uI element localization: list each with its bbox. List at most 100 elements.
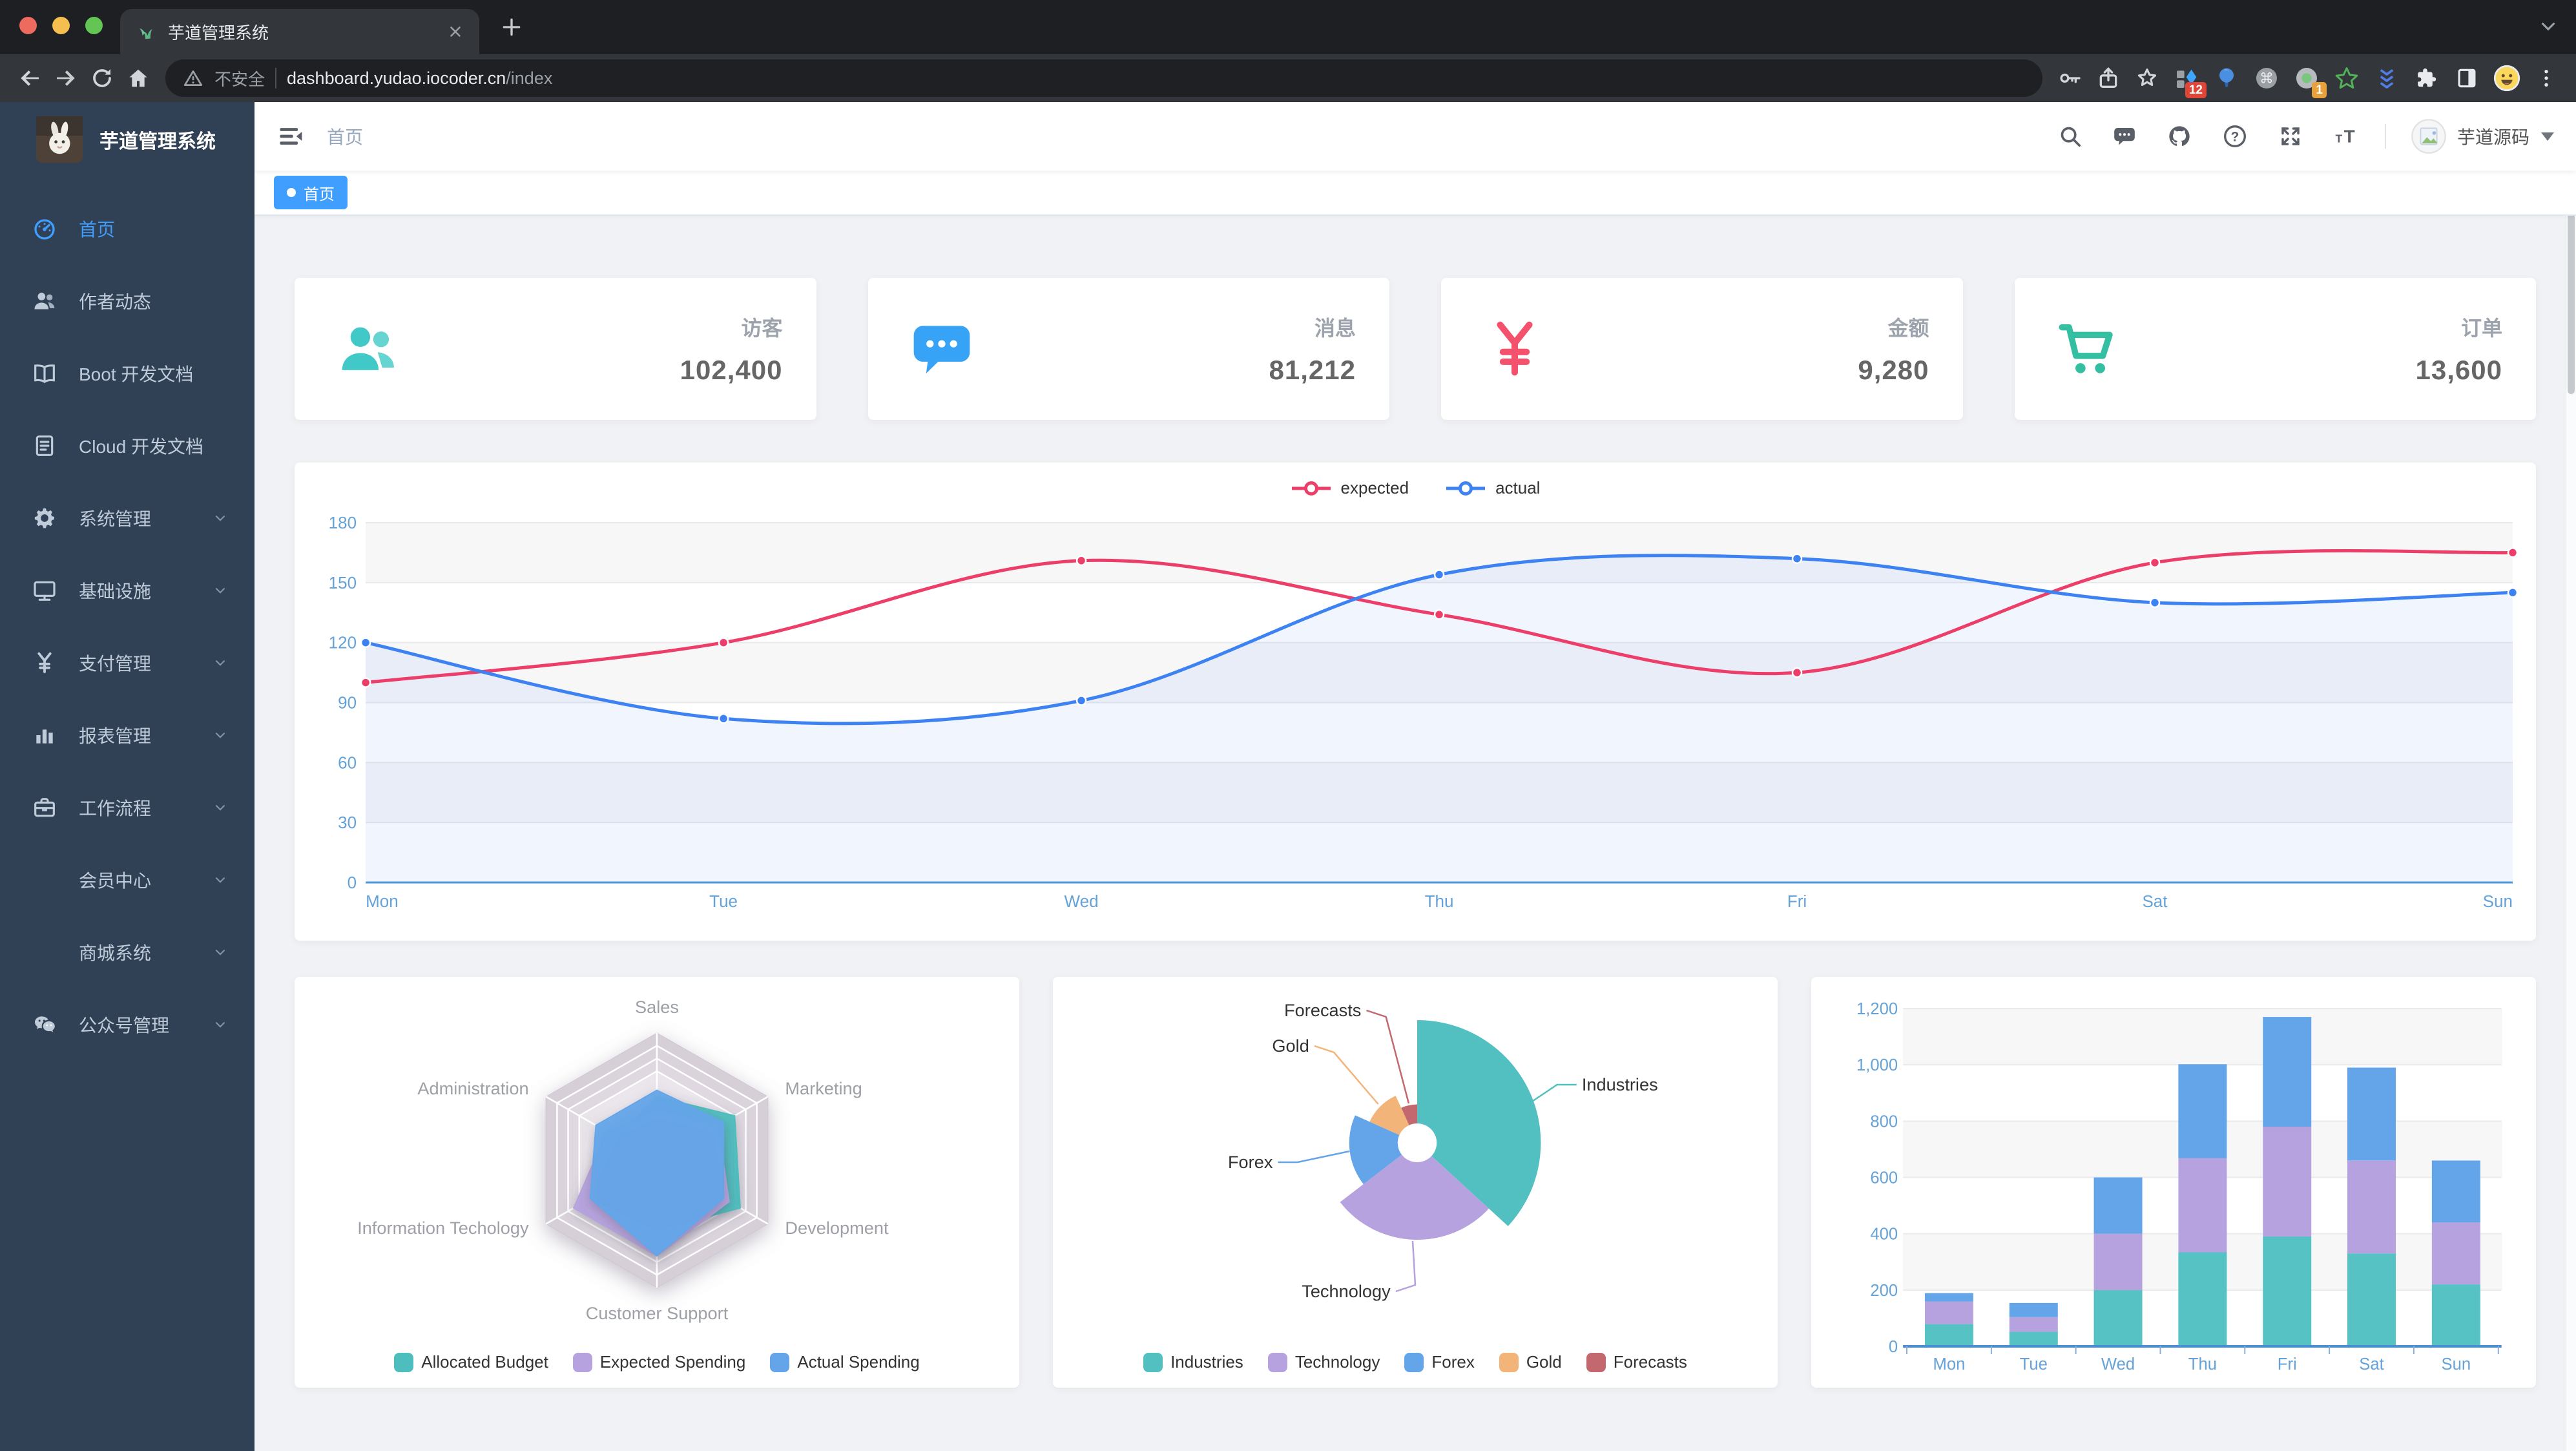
stat-label: 金额	[1887, 317, 1929, 340]
svg-text:800: 800	[1870, 1112, 1898, 1131]
scrollbar-thumb[interactable]	[2568, 173, 2575, 394]
legend-item-forex[interactable]: Forex	[1404, 1352, 1475, 1372]
svg-text:Tue: Tue	[709, 892, 738, 911]
extension-balloon-icon[interactable]	[2208, 59, 2245, 97]
sidebar-item-6[interactable]: 支付管理	[0, 627, 254, 699]
sidebar-item-7[interactable]: 报表管理	[0, 699, 254, 771]
legend-item-actual[interactable]: actual	[1445, 478, 1540, 498]
extension-command-icon[interactable]: ⌘	[2248, 59, 2285, 97]
wechat-icon	[30, 1012, 59, 1038]
chevron-down-icon	[212, 799, 229, 816]
stat-card-0[interactable]: 访客 102,400	[295, 278, 816, 420]
github-icon[interactable]	[2166, 123, 2192, 149]
tag-label: 首页	[304, 185, 335, 204]
browser-tab[interactable]: 芋道管理系统	[120, 9, 479, 54]
svg-text:Forex: Forex	[1228, 1152, 1273, 1172]
bar-chart-card: Mon Tue Wed Thu Fri Sat Sun 0 200 400 600 800 1,000 1…	[1811, 977, 2536, 1388]
user-menu[interactable]: 芋道源码	[2411, 118, 2554, 154]
url-bar[interactable]: 不安全 dashboard.yudao.iocoder.cn/index	[165, 59, 2042, 97]
people-icon	[335, 315, 402, 382]
stat-card-3[interactable]: 订单 13,600	[2014, 278, 2536, 420]
sidebar-item-10[interactable]: 商城系统	[0, 916, 254, 988]
browser-profile-avatar[interactable]	[2488, 59, 2526, 97]
svg-text:150: 150	[329, 573, 357, 592]
svg-text:Sat: Sat	[2359, 1355, 2384, 1373]
svg-text:60: 60	[338, 753, 357, 772]
window-scrollbar[interactable]	[2566, 102, 2576, 1451]
svg-text:T: T	[2335, 132, 2342, 145]
sidebar-item-5[interactable]: 基础设施	[0, 554, 254, 627]
tab-search-icon[interactable]	[2537, 16, 2559, 37]
svg-text:1,000: 1,000	[1856, 1056, 1898, 1074]
stat-value: 102,400	[680, 355, 783, 385]
sidebar-item-4[interactable]: 系统管理	[0, 482, 254, 554]
fullscreen-icon[interactable]	[2278, 123, 2303, 149]
legend-item-expected[interactable]: expected	[1291, 478, 1409, 498]
sidebar-item-label: Cloud 开发文档	[79, 437, 203, 457]
stat-card-1[interactable]: 消息 81,212	[867, 278, 1389, 420]
security-label: 不安全	[214, 69, 265, 89]
radar-chart-legend: Allocated Budget Expected Spending Actual …	[295, 1352, 1019, 1372]
sidebar-item-label: 基础设施	[79, 581, 152, 601]
navbar-divider	[2384, 124, 2386, 149]
window-close-button[interactable]	[19, 17, 37, 34]
help-icon[interactable]: ?	[2222, 123, 2248, 149]
sidebar-logo[interactable]: 芋道管理系统	[0, 102, 254, 177]
svg-text:Mon: Mon	[366, 892, 399, 911]
tab-title: 芋道管理系统	[168, 23, 269, 43]
stat-card-2[interactable]: 金额 9,280	[1441, 278, 1963, 420]
security-warning-icon[interactable]	[182, 67, 204, 89]
stat-value: 13,600	[2415, 355, 2502, 385]
legend-item-expected-spending[interactable]: Expected Spending	[572, 1352, 745, 1372]
legend-item-technology[interactable]: Technology	[1267, 1352, 1380, 1372]
sidebar-item-11[interactable]: 公众号管理	[0, 988, 254, 1061]
new-tab-button[interactable]	[499, 14, 525, 40]
extensions-puzzle-icon[interactable]	[2408, 59, 2446, 97]
stat-text: 访客 102,400	[680, 312, 783, 386]
tag-home[interactable]: 首页	[274, 176, 348, 209]
legend-label: Actual Spending	[797, 1352, 920, 1372]
breadcrumb[interactable]: 首页	[327, 127, 364, 147]
extension-star-icon[interactable]	[2328, 59, 2365, 97]
sidebar-item-2[interactable]: Boot 开发文档	[0, 337, 254, 410]
legend-item-forecasts[interactable]: Forecasts	[1586, 1352, 1687, 1372]
reload-icon[interactable]	[84, 60, 120, 96]
sidebar-item-9[interactable]: 会员中心	[0, 844, 254, 916]
extension-chevrons-icon[interactable]	[2368, 59, 2405, 97]
legend-item-industries[interactable]: Industries	[1143, 1352, 1243, 1372]
browser-menu-icon[interactable]	[2528, 60, 2564, 96]
svg-text:600: 600	[1870, 1169, 1898, 1187]
extension-recorder-icon[interactable]: 1	[2288, 59, 2327, 98]
logo-avatar	[36, 116, 83, 163]
home-icon[interactable]	[120, 60, 156, 96]
legend-label: Forex	[1431, 1352, 1475, 1372]
message-icon[interactable]	[2112, 124, 2137, 149]
hamburger-icon[interactable]	[276, 122, 305, 151]
window-zoom-button[interactable]	[85, 17, 103, 34]
forward-icon[interactable]	[48, 60, 84, 96]
window-minimize-button[interactable]	[52, 17, 70, 34]
password-key-icon[interactable]	[2051, 60, 2088, 96]
url-divider	[275, 68, 277, 89]
side-panel-icon[interactable]	[2448, 59, 2486, 97]
legend-item-actual-spending[interactable]: Actual Spending	[770, 1352, 920, 1372]
sidebar-item-0[interactable]: 首页	[0, 193, 254, 265]
radar-chart-card: Sales Administration Information Techology…	[295, 977, 1019, 1388]
legend-item-allocated-budget[interactable]: Allocated Budget	[394, 1352, 548, 1372]
back-icon[interactable]	[12, 60, 48, 96]
sidebar-item-8[interactable]: 工作流程	[0, 771, 254, 844]
bookmark-star-icon[interactable]	[2129, 60, 2165, 96]
tag-active-dot	[287, 188, 296, 197]
extension-tampermonkey-icon[interactable]: 12	[2168, 59, 2207, 98]
legend-item-gold[interactable]: Gold	[1499, 1352, 1562, 1372]
sidebar-item-1[interactable]: 作者动态	[0, 265, 254, 337]
svg-text:Wed: Wed	[2101, 1355, 2135, 1373]
sidebar-item-label: 工作流程	[79, 799, 152, 819]
sidebar-item-3[interactable]: Cloud 开发文档	[0, 410, 254, 482]
tab-close-icon[interactable]	[447, 23, 464, 40]
svg-text:Industries: Industries	[1582, 1074, 1658, 1094]
share-icon[interactable]	[2090, 60, 2126, 96]
search-icon[interactable]	[2058, 124, 2083, 149]
pie-chart-card: Industries Technology Forex Gold Forecasts I…	[1053, 977, 1778, 1388]
